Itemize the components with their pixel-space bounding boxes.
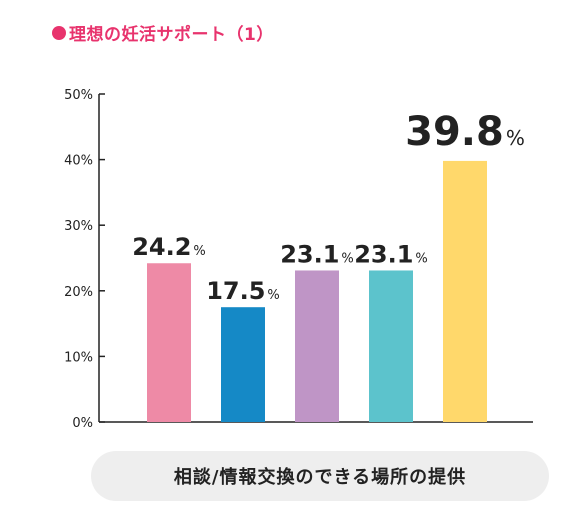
- bullet-dot-icon: [52, 25, 66, 40]
- y-tick-label: 0%: [72, 416, 93, 431]
- data-label-value: 24.2: [132, 233, 191, 261]
- y-tick-label: 50%: [64, 88, 93, 103]
- y-tick-label: 10%: [64, 350, 93, 365]
- data-label-value: 23.1: [280, 240, 339, 268]
- y-tick-label: 40%: [64, 154, 93, 169]
- chart-title: 理想の妊活サポート（1）: [52, 20, 274, 45]
- bar-chart: 0%10%20%30%40%50%24.2 %17.5 %23.1% 23.1 %39.…: [64, 88, 533, 431]
- y-tick-label: 20%: [64, 285, 93, 300]
- data-label-unit: %: [415, 251, 427, 266]
- data-label: 23.1%: [354, 240, 428, 268]
- data-label: 39.8%: [405, 109, 525, 155]
- bar: [369, 270, 413, 422]
- bar: [295, 270, 339, 422]
- data-label-value: 39.8: [405, 109, 504, 155]
- y-tick-label: 30%: [64, 219, 93, 234]
- data-label-unit: %: [193, 244, 205, 259]
- data-label-value: 17.5: [206, 277, 265, 305]
- bar: [147, 263, 191, 422]
- data-label: 24.2%: [132, 233, 206, 261]
- data-label-unit: %: [341, 251, 353, 266]
- bar: [443, 160, 487, 423]
- data-label-unit: %: [506, 126, 525, 150]
- data-label-unit: %: [267, 288, 279, 303]
- bar: [221, 307, 265, 422]
- x-axis-category-label: 相談/情報交換のできる場所の提供: [91, 451, 549, 501]
- chart-title-text: 理想の妊活サポート（1）: [69, 25, 274, 45]
- data-label-value: 23.1: [354, 240, 413, 268]
- data-label: 17.5%: [206, 277, 280, 305]
- data-label: 23.1%: [280, 240, 354, 268]
